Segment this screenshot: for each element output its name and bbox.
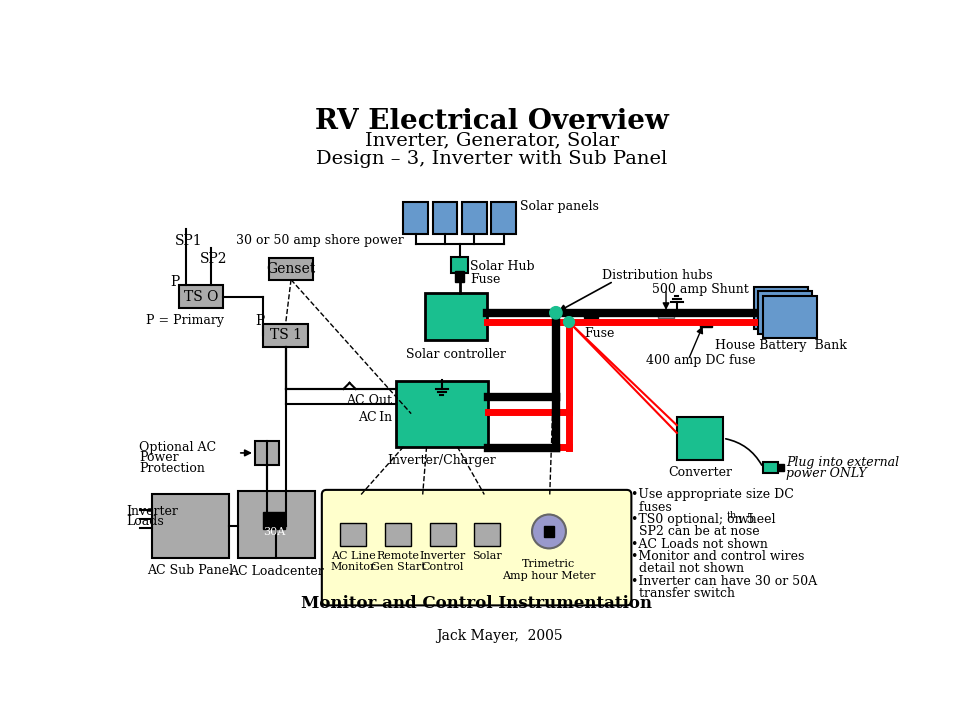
- FancyBboxPatch shape: [492, 202, 516, 234]
- Circle shape: [532, 515, 565, 549]
- Text: 500 amp Shunt: 500 amp Shunt: [652, 283, 749, 296]
- Text: Inverter
Control: Inverter Control: [420, 551, 466, 572]
- Text: th: th: [727, 511, 737, 521]
- Text: Jack Mayer,  2005: Jack Mayer, 2005: [437, 629, 563, 643]
- FancyBboxPatch shape: [385, 523, 411, 546]
- Text: AC Out: AC Out: [346, 395, 392, 408]
- Text: •Monitor and control wires: •Monitor and control wires: [631, 550, 804, 563]
- Text: Genset: Genset: [267, 262, 316, 276]
- Text: 30 or 50 amp shore power: 30 or 50 amp shore power: [236, 234, 404, 247]
- Text: Inverter/Charger: Inverter/Charger: [388, 454, 496, 467]
- Text: Loads: Loads: [127, 516, 164, 528]
- Text: Monitor and Control Instrumentation: Monitor and Control Instrumentation: [301, 595, 652, 611]
- Text: Solar: Solar: [472, 551, 502, 561]
- Text: SP1: SP1: [175, 234, 203, 248]
- Text: AC In: AC In: [358, 410, 392, 423]
- Text: AC Line
Monitor: AC Line Monitor: [330, 551, 376, 572]
- Text: SP2 can be at nose: SP2 can be at nose: [631, 526, 759, 539]
- Text: detail not shown: detail not shown: [631, 562, 744, 575]
- FancyBboxPatch shape: [263, 323, 308, 346]
- FancyBboxPatch shape: [425, 293, 487, 341]
- Text: power ONLY: power ONLY: [786, 467, 867, 480]
- FancyBboxPatch shape: [763, 296, 817, 338]
- Text: P: P: [254, 315, 264, 328]
- FancyBboxPatch shape: [263, 512, 285, 529]
- FancyBboxPatch shape: [763, 462, 779, 473]
- Text: Converter: Converter: [668, 466, 732, 479]
- FancyBboxPatch shape: [700, 320, 712, 327]
- Text: Inverter, Generator, Solar: Inverter, Generator, Solar: [365, 131, 619, 149]
- FancyBboxPatch shape: [254, 441, 279, 465]
- Text: P = Primary: P = Primary: [146, 313, 224, 327]
- Text: P: P: [170, 275, 180, 289]
- FancyBboxPatch shape: [238, 490, 315, 559]
- Text: Remote
Gen Start: Remote Gen Start: [371, 551, 425, 572]
- FancyBboxPatch shape: [543, 526, 554, 537]
- Text: Solar controller: Solar controller: [406, 348, 506, 361]
- FancyBboxPatch shape: [779, 464, 783, 471]
- FancyBboxPatch shape: [585, 310, 598, 318]
- Text: Inverter: Inverter: [127, 505, 179, 518]
- Text: •AC Loads not shown: •AC Loads not shown: [631, 538, 767, 551]
- Text: Distribution hubs: Distribution hubs: [602, 269, 712, 282]
- Text: wheel: wheel: [733, 513, 776, 526]
- Text: RV Electrical Overview: RV Electrical Overview: [315, 108, 669, 135]
- Text: SP2: SP2: [200, 252, 227, 266]
- FancyBboxPatch shape: [433, 202, 457, 234]
- Text: •TS0 optional; on 5: •TS0 optional; on 5: [631, 513, 755, 526]
- Text: Power: Power: [139, 451, 179, 464]
- Text: AC Sub Panel: AC Sub Panel: [147, 564, 233, 577]
- Text: Fuse: Fuse: [470, 273, 501, 286]
- FancyBboxPatch shape: [451, 257, 468, 273]
- FancyBboxPatch shape: [430, 523, 456, 546]
- FancyBboxPatch shape: [474, 523, 500, 546]
- Text: Protection: Protection: [139, 462, 205, 475]
- FancyBboxPatch shape: [322, 490, 632, 606]
- FancyBboxPatch shape: [658, 310, 675, 318]
- FancyBboxPatch shape: [179, 285, 224, 308]
- Text: 400 amp DC fuse: 400 amp DC fuse: [646, 354, 756, 367]
- FancyBboxPatch shape: [403, 202, 428, 234]
- FancyBboxPatch shape: [152, 495, 228, 557]
- FancyBboxPatch shape: [269, 258, 313, 279]
- Text: House Battery  Bank: House Battery Bank: [715, 339, 847, 352]
- Text: Design – 3, Inverter with Sub Panel: Design – 3, Inverter with Sub Panel: [317, 150, 667, 168]
- Circle shape: [564, 317, 574, 328]
- Text: 30A: 30A: [263, 527, 285, 537]
- Text: fuses: fuses: [631, 500, 671, 513]
- FancyBboxPatch shape: [754, 287, 807, 329]
- Text: Solar Hub: Solar Hub: [470, 261, 535, 274]
- FancyBboxPatch shape: [758, 291, 812, 333]
- Text: TS O: TS O: [183, 289, 218, 304]
- Text: transfer switch: transfer switch: [631, 587, 734, 600]
- Circle shape: [550, 307, 562, 319]
- FancyBboxPatch shape: [340, 523, 367, 546]
- FancyBboxPatch shape: [396, 382, 488, 446]
- FancyBboxPatch shape: [455, 271, 465, 282]
- FancyBboxPatch shape: [677, 418, 723, 460]
- Text: Plug into external: Plug into external: [786, 456, 900, 469]
- FancyBboxPatch shape: [462, 202, 487, 234]
- Text: AC Loadcenter: AC Loadcenter: [229, 564, 324, 577]
- Text: Solar panels: Solar panels: [520, 200, 599, 213]
- Text: •Use appropriate size DC: •Use appropriate size DC: [631, 488, 794, 501]
- Text: Trimetric
Amp hour Meter: Trimetric Amp hour Meter: [502, 559, 596, 581]
- Text: Fuse: Fuse: [585, 327, 614, 340]
- Text: •Inverter can have 30 or 50A: •Inverter can have 30 or 50A: [631, 575, 817, 588]
- Text: Optional AC: Optional AC: [139, 441, 216, 454]
- Text: TS 1: TS 1: [270, 328, 301, 342]
